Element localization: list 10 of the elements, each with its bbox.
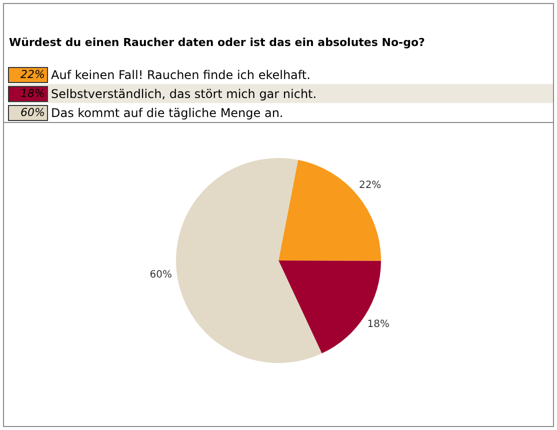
legend-label: Auf keinen Fall! Rauchen finde ich ekelhaft.: [51, 68, 310, 82]
legend-label: Selbstverständlich, das stört mich gar nicht.: [51, 86, 317, 100]
data-label: 22%: [358, 180, 382, 191]
text: 60%: [20, 106, 45, 118]
data-label: 60%: [150, 270, 172, 281]
chart-title: Würdest du einen Raucher daten oder ist das ein absolutes No-go?: [9, 36, 426, 49]
data-label: 18%: [367, 318, 390, 330]
legend-label: Das kommt auf die tägliche Menge an.: [51, 106, 284, 120]
text: 22%: [20, 68, 45, 80]
text: 18%: [20, 86, 45, 100]
